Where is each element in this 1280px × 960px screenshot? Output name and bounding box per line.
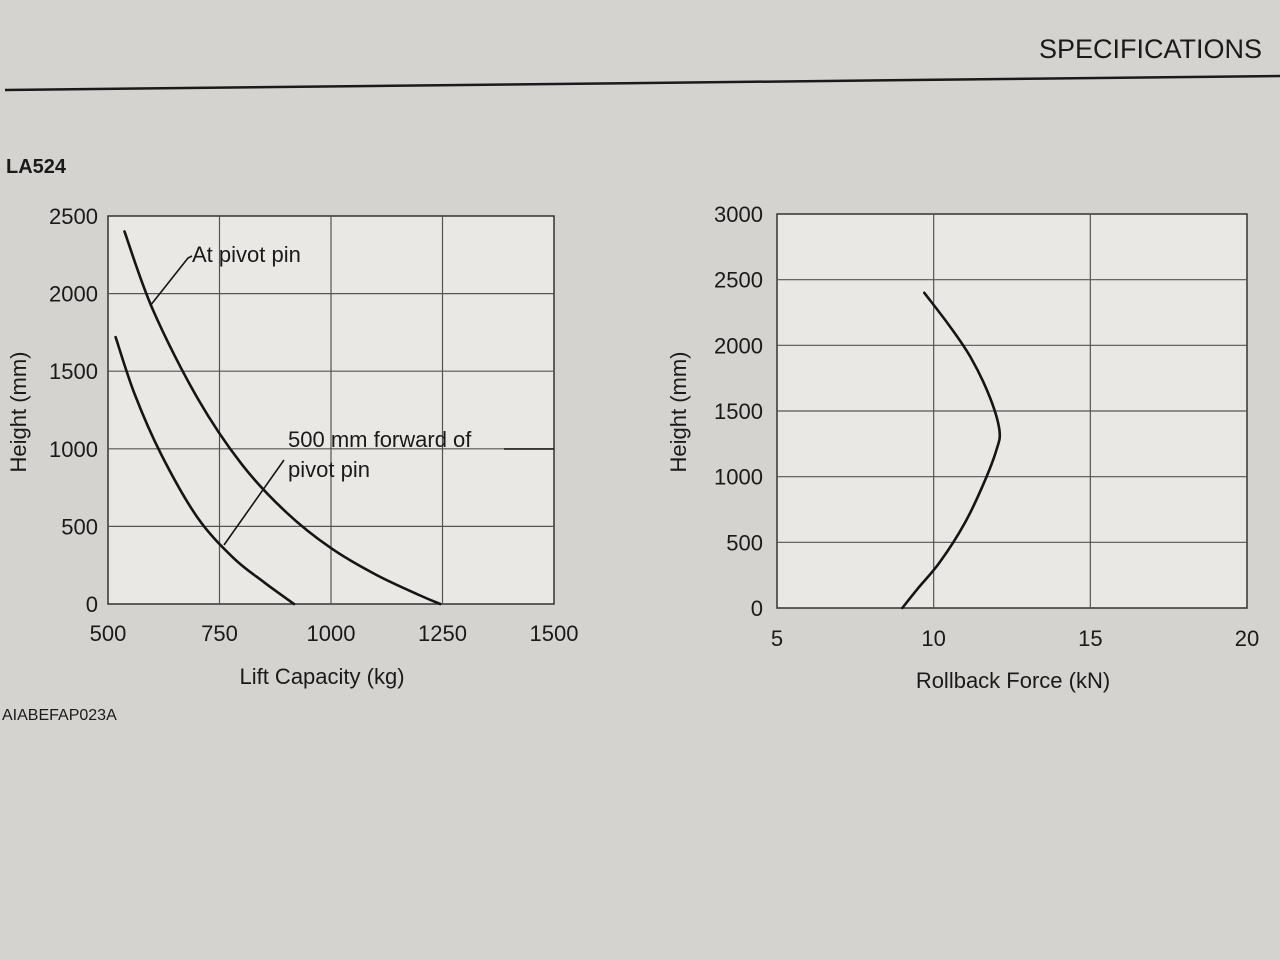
x-tick-label: 20	[1235, 626, 1259, 651]
x-tick-label: 500	[90, 621, 127, 646]
chart2-y-axis-title: Height (mm)	[666, 351, 691, 472]
chart2-gridlines	[777, 214, 1247, 608]
x-tick-label: 5	[771, 626, 783, 651]
chart1-x-tick-labels: 500 750 1000 1250 1500	[90, 621, 579, 646]
y-tick-label: 2500	[49, 204, 98, 229]
chart2-x-tick-labels: 5 10 15 20	[771, 626, 1259, 651]
x-tick-label: 1250	[418, 621, 467, 646]
y-tick-label: 1000	[714, 465, 763, 490]
y-tick-label: 500	[61, 514, 98, 539]
x-tick-label: 750	[201, 621, 238, 646]
y-tick-label: 0	[751, 596, 763, 621]
x-tick-label: 1500	[530, 621, 579, 646]
x-tick-label: 10	[921, 626, 945, 651]
y-tick-label: 2500	[714, 268, 763, 293]
x-tick-label: 1000	[307, 621, 356, 646]
chart1-y-axis-title: Height (mm)	[6, 351, 31, 472]
chart2-x-axis-title: Rollback Force (kN)	[916, 668, 1110, 693]
chart2-y-tick-labels: 0 500 1000 1500 2000 2500 3000	[714, 202, 763, 621]
header-rule	[4, 74, 1280, 92]
y-tick-label: 2000	[714, 333, 763, 358]
series-line-0	[123, 230, 442, 606]
annotation-forward-line2: pivot pin	[288, 457, 370, 482]
leader-at-pivot-pin	[149, 255, 193, 307]
series-line-1	[114, 335, 296, 606]
chart1-series	[114, 230, 442, 606]
annotation-at-pivot-pin: At pivot pin	[192, 242, 301, 267]
chart2-series	[901, 291, 1002, 610]
page-header: SPECIFICATIONS	[1039, 34, 1262, 64]
y-tick-label: 3000	[714, 202, 763, 227]
lift-capacity-chart: 500 750 1000 1250 1500 05001000150020002500 …	[6, 204, 578, 689]
chart1-x-axis-title: Lift Capacity (kg)	[239, 664, 404, 689]
chart1-annotation-leaders	[149, 255, 554, 546]
y-tick-label: 0	[86, 592, 98, 617]
model-label: LA524	[6, 156, 67, 178]
y-tick-label: 2000	[49, 282, 98, 307]
y-tick-label: 1500	[714, 399, 763, 424]
leader-forward-of-pivot	[223, 459, 285, 546]
series-line-0	[901, 291, 1002, 610]
rollback-force-chart: 5 10 15 20 0 500 1000 1500 2000 2500 3000 Rollbac…	[666, 202, 1259, 693]
y-tick-label: 1000	[49, 437, 98, 462]
x-tick-label: 15	[1078, 626, 1102, 651]
annotation-forward-line1: 500 mm forward of	[288, 427, 472, 452]
figure-code: AIABEFAP023A	[2, 707, 117, 724]
y-tick-label: 1500	[49, 359, 98, 384]
chart1-gridlines	[108, 216, 554, 604]
chart1-y-tick-labels: 0 500 1000 1500 2000 2500	[49, 204, 98, 617]
y-tick-label: 500	[726, 530, 763, 555]
